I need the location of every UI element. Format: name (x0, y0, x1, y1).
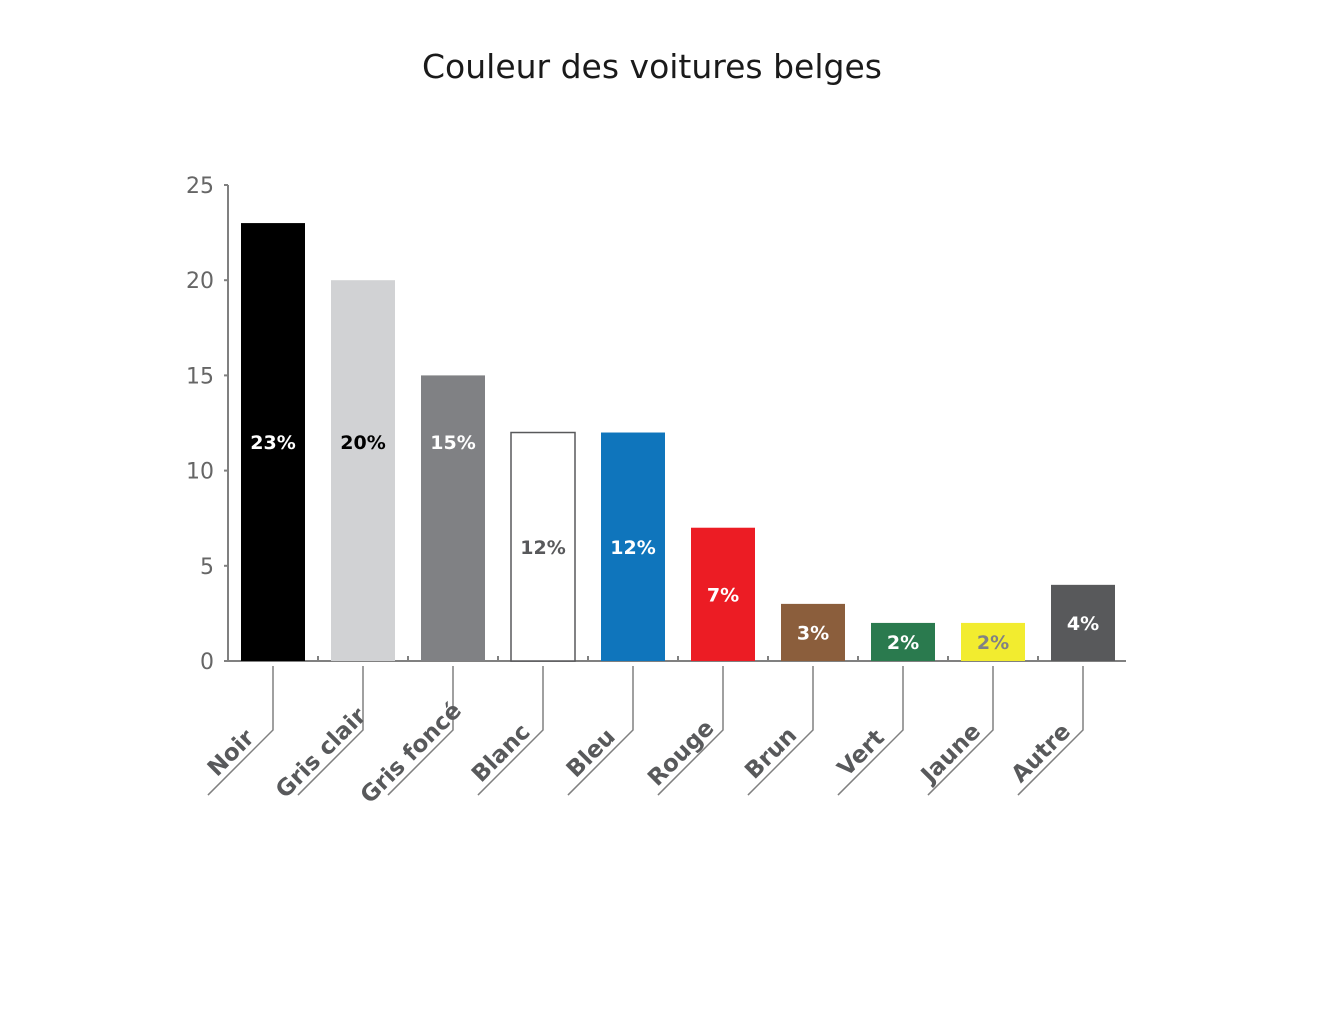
bar-brun (781, 603, 845, 661)
x-label-leader (657, 666, 724, 796)
x-tick-label: Gris foncé (356, 698, 467, 809)
x-label-leader (1017, 666, 1084, 796)
x-label-leader (837, 666, 904, 796)
x-tick-label: Vert (833, 725, 890, 782)
bar-gris-clair (331, 280, 395, 661)
x-tick-label: Rouge (643, 715, 719, 791)
x-label-leader (477, 666, 544, 796)
bar-rouge (691, 527, 755, 661)
bar-blanc (510, 431, 576, 662)
y-tick-label: 10 (186, 460, 214, 485)
bar-bleu (601, 432, 665, 661)
bar-vert (871, 622, 935, 661)
y-tick-label: 0 (200, 650, 214, 675)
bar-data-label: 4% (1067, 613, 1099, 635)
bar-data-label: 2% (887, 632, 919, 654)
bar-data-label: 2% (977, 632, 1009, 654)
x-label-leader (567, 666, 634, 796)
x-label-leader (747, 666, 814, 796)
x-label-leader (297, 666, 364, 796)
x-tick-label: Blanc (467, 719, 536, 788)
y-tick-label: 20 (186, 269, 214, 294)
bar-gris-fonc- (421, 375, 485, 661)
bar-data-label: 15% (430, 432, 475, 454)
bar-data-label: 23% (250, 432, 295, 454)
bar-data-label: 7% (707, 584, 739, 606)
bar-labels: 23% 20% 15% 12% 12% 7% 3% 2% 2% 4% (250, 432, 1099, 654)
bars (241, 223, 1115, 662)
bar-autre (1051, 584, 1115, 661)
x-tick-label: Autre (1007, 719, 1076, 788)
bar-data-label: 12% (520, 537, 565, 559)
y-tick-label: 25 (186, 174, 214, 199)
bar-data-label: 3% (797, 622, 829, 644)
bar-jaune (961, 622, 1025, 661)
x-tick-label: Brun (740, 722, 802, 784)
x-tick-label: Noir (203, 724, 260, 781)
x-tick-label: Jaune (915, 719, 986, 790)
x-label-leader (387, 666, 454, 796)
y-tick-label: 15 (186, 364, 214, 389)
y-tick-label: 5 (200, 555, 214, 580)
bar-noir (241, 223, 305, 661)
x-label-leader (927, 666, 994, 796)
bar-data-label: 20% (340, 432, 385, 454)
y-axis: 0 5 10 15 20 25 (186, 174, 229, 675)
x-label-leader (207, 666, 274, 796)
x-tick-label: Bleu (562, 724, 621, 783)
bar-data-label: 12% (610, 537, 655, 559)
chart-title: Couleur des voitures belges (422, 47, 882, 86)
